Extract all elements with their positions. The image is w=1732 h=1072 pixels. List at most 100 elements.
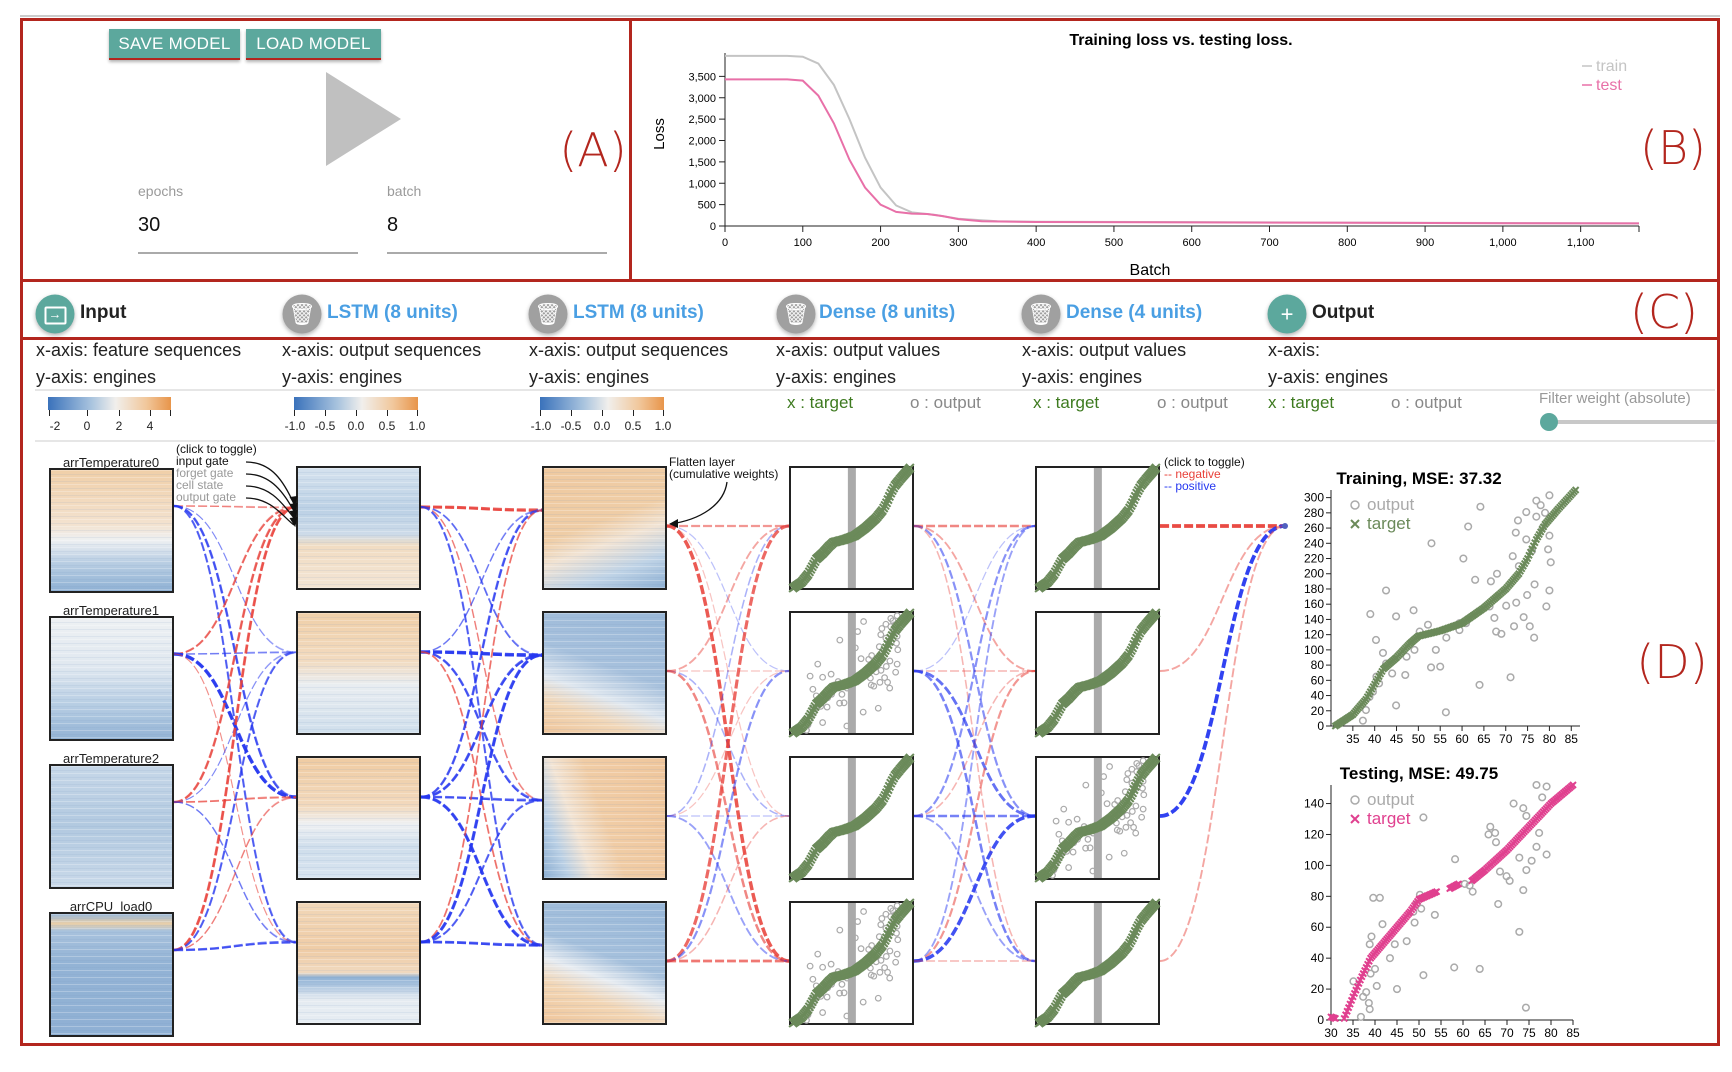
trash-icon: 🗑 (534, 301, 562, 327)
legend-output: o : output (1157, 393, 1228, 412)
layer-title-input: Input (80, 302, 127, 323)
xaxis-desc-input: x-axis: feature sequences (36, 340, 242, 360)
colorbar-input (48, 397, 171, 410)
colorbar-lstm2 (540, 397, 664, 410)
gate-cell-state[interactable]: cell state (176, 478, 224, 492)
colorbar-tick: 0.0 (593, 419, 611, 433)
colorbar-tick: 0.0 (347, 419, 365, 433)
legend-output: o : output (1391, 393, 1462, 412)
layer-title-lstm2[interactable]: LSTM (8 units) (573, 302, 704, 323)
lstm2-heatmap-0[interactable] (542, 466, 667, 590)
filter-weight-slider[interactable] (1549, 420, 1717, 424)
input-heatmap-0[interactable] (49, 468, 174, 593)
gate-input[interactable]: input gate (176, 454, 229, 468)
colorbar-tick: 2 (115, 419, 123, 433)
panel-d-frame (20, 337, 1720, 1046)
lstm1-heatmap-0[interactable] (296, 466, 421, 590)
yaxis-desc-dense8: y-axis: engines (776, 367, 897, 387)
legend-target: x : target (1268, 393, 1335, 412)
yaxis-desc-input: y-axis: engines (36, 367, 157, 387)
feature-label: arrTemperature0 (62, 455, 160, 470)
plus-icon: + (1280, 301, 1294, 327)
layer-title-lstm1[interactable]: LSTM (8 units) (327, 302, 458, 323)
trash-icon: 🗑 (782, 301, 810, 327)
play-icon[interactable] (326, 72, 401, 166)
dense4-plot-1[interactable] (1035, 611, 1160, 735)
lstm1-heatmap-2[interactable] (296, 756, 421, 880)
yaxis-desc-dense4: y-axis: engines (1022, 367, 1143, 387)
input-heatmap-1[interactable] (49, 616, 174, 741)
flatten-annotation: Flatten layer (669, 455, 736, 469)
add-layer-button[interactable]: + (1267, 294, 1307, 334)
xaxis-desc-lstm2: x-axis: output sequences (529, 340, 729, 360)
save-model-button[interactable]: SAVE MODEL (109, 29, 240, 60)
colorbar-tick: 0 (83, 419, 91, 433)
lstm1-heatmap-3[interactable] (296, 901, 421, 1025)
colorbar-lstm1 (294, 397, 418, 410)
legend-target: x : target (1033, 393, 1100, 412)
colorbar-tick: 0.5 (624, 419, 642, 433)
input-heatmap-2[interactable] (49, 764, 174, 889)
epochs-underline (138, 252, 358, 254)
dense4-plot-2[interactable] (1035, 756, 1160, 880)
dense4-plot-3[interactable] (1035, 901, 1160, 1025)
layer-title-dense8[interactable]: Dense (8 units) (819, 302, 956, 323)
trash-icon: 🗑 (1027, 301, 1055, 327)
panel-d-tag: (D) (1636, 635, 1708, 689)
panel-c-tag: (C) (1629, 285, 1699, 339)
yaxis-desc-lstm2: y-axis: engines (529, 367, 650, 387)
delete-lstm2-button[interactable]: 🗑 (528, 294, 568, 334)
lstm2-heatmap-1[interactable] (542, 611, 667, 735)
colorbar-tick: -2 (49, 419, 61, 433)
dense4-plot-0[interactable] (1035, 466, 1160, 590)
dense8-plot-2[interactable] (789, 756, 914, 880)
positive-toggle[interactable]: -- positive (1164, 479, 1217, 493)
negative-toggle[interactable]: -- negative (1164, 467, 1221, 481)
legend-output: o : output (910, 393, 981, 412)
layer-title-dense4[interactable]: Dense (4 units) (1066, 302, 1203, 323)
layer-title-output: Output (1312, 302, 1375, 323)
load-model-button[interactable]: LOAD MODEL (246, 29, 381, 60)
colorbar-tick: 4 (146, 419, 154, 433)
delete-dense4-button[interactable]: 🗑 (1021, 294, 1061, 334)
top-divider (20, 15, 1720, 17)
divider (35, 440, 1715, 442)
epochs-input[interactable]: 30 (138, 214, 161, 236)
xaxis-desc-dense8: x-axis: output values (776, 340, 941, 360)
colorbar-tick: -1.0 (530, 419, 552, 433)
colorbar-tick: -0.5 (560, 419, 582, 433)
colorbar-tick: 1.0 (654, 419, 672, 433)
gate-output[interactable]: output gate (176, 490, 237, 504)
delete-lstm1-button[interactable]: 🗑 (282, 294, 322, 334)
xaxis-desc-dense4: x-axis: output values (1022, 340, 1187, 360)
colorbar-tick: -1.0 (284, 419, 306, 433)
colorbar-tick: -0.5 (314, 419, 336, 433)
filter-weight-knob[interactable] (1540, 413, 1558, 431)
lstm2-heatmap-3[interactable] (542, 901, 667, 1025)
trash-icon: 🗑 (288, 301, 316, 327)
flatten-annotation-sub: (cumulative weights) (669, 467, 779, 481)
dense8-plot-1[interactable] (789, 611, 914, 735)
feature-label: arrTemperature2 (62, 751, 160, 766)
input-heatmap-3[interactable] (49, 912, 174, 1037)
batch-underline (387, 252, 607, 254)
colorbar-tick: 0.5 (378, 419, 396, 433)
batch-input[interactable]: 8 (387, 214, 399, 236)
input-icon: → (44, 306, 66, 325)
colorbar-tick: 1.0 (408, 419, 426, 433)
lstm2-heatmap-2[interactable] (542, 756, 667, 880)
input-layer-icon[interactable]: → (35, 294, 75, 334)
delete-dense8-button[interactable]: 🗑 (776, 294, 816, 334)
sign-toggle-hint[interactable]: (click to toggle) (1164, 455, 1245, 469)
gate-toggle-hint[interactable]: (click to toggle) (176, 442, 257, 456)
yaxis-desc-output: y-axis: engines (1268, 367, 1389, 387)
filter-weight-label: Filter weight (absolute) (1539, 390, 1691, 407)
yaxis-desc-lstm1: y-axis: engines (282, 367, 403, 387)
gate-forget[interactable]: forget gate (176, 466, 234, 480)
panel-b-tag: (B) (1639, 121, 1707, 175)
legend-target: x : target (787, 393, 854, 412)
dense8-plot-0[interactable] (789, 466, 914, 590)
xaxis-desc-lstm1: x-axis: output sequences (282, 340, 482, 360)
lstm1-heatmap-1[interactable] (296, 611, 421, 735)
dense8-plot-3[interactable] (789, 901, 914, 1025)
